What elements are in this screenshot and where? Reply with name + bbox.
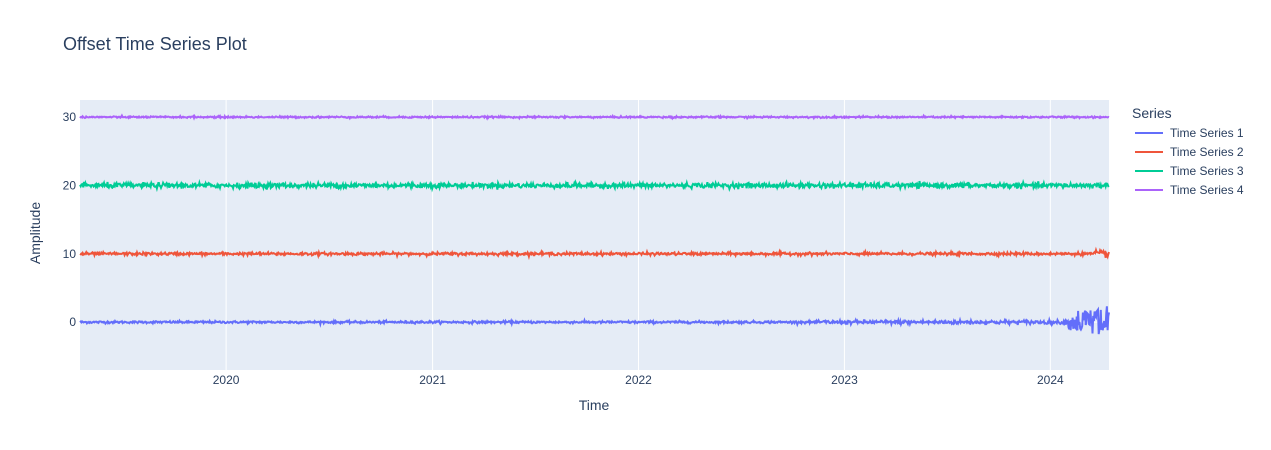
series-line-3 bbox=[79, 178, 1110, 193]
legend-label: Time Series 4 bbox=[1170, 183, 1244, 197]
chart-title: Offset Time Series Plot bbox=[63, 34, 247, 54]
legend[interactable]: Series Time Series 1 Time Series 2 Time Se… bbox=[1132, 105, 1244, 197]
y-tick-label: 20 bbox=[63, 178, 77, 192]
y-tick-label: 10 bbox=[63, 247, 77, 261]
y-tick-label: 30 bbox=[63, 110, 77, 124]
y-tick-label: 0 bbox=[69, 315, 76, 329]
x-tick-label: 2022 bbox=[625, 373, 652, 387]
legend-label: Time Series 1 bbox=[1170, 126, 1244, 140]
series-line-4 bbox=[79, 113, 1110, 121]
series-layer bbox=[79, 113, 1110, 335]
tick-labels: 2020 2021 2022 2023 2024 0 10 20 30 bbox=[63, 110, 1064, 387]
legend-title: Series bbox=[1132, 105, 1172, 121]
series-line-2 bbox=[79, 246, 1110, 261]
series-line-1 bbox=[79, 306, 1110, 335]
legend-item[interactable]: Time Series 3 bbox=[1135, 164, 1244, 178]
legend-item[interactable]: Time Series 4 bbox=[1135, 183, 1244, 197]
legend-label: Time Series 3 bbox=[1170, 164, 1244, 178]
y-axis-title: Amplitude bbox=[27, 202, 43, 264]
x-tick-label: 2021 bbox=[419, 373, 446, 387]
x-tick-label: 2020 bbox=[213, 373, 240, 387]
legend-item[interactable]: Time Series 2 bbox=[1135, 145, 1244, 159]
plot-area bbox=[80, 100, 1109, 370]
x-tick-label: 2024 bbox=[1037, 373, 1064, 387]
legend-item[interactable]: Time Series 1 bbox=[1135, 126, 1244, 140]
legend-label: Time Series 2 bbox=[1170, 145, 1244, 159]
x-axis-title: Time bbox=[579, 397, 610, 413]
x-tick-label: 2023 bbox=[831, 373, 858, 387]
